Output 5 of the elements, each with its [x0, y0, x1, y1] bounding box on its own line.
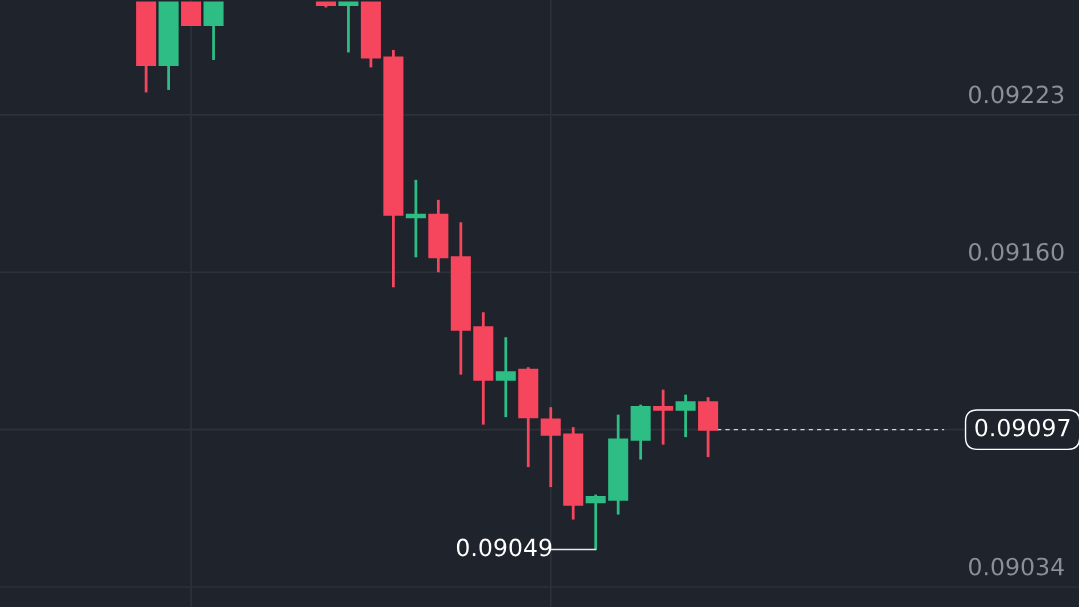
ref-line-label: 0.09097	[975, 418, 1070, 437]
y-tick-label: 0.09160	[969, 242, 1064, 261]
y-tick-label: 0.09034	[969, 557, 1064, 576]
y-tick-label: 0.09223	[969, 85, 1064, 104]
annotation: 0.09049	[456, 538, 552, 557]
